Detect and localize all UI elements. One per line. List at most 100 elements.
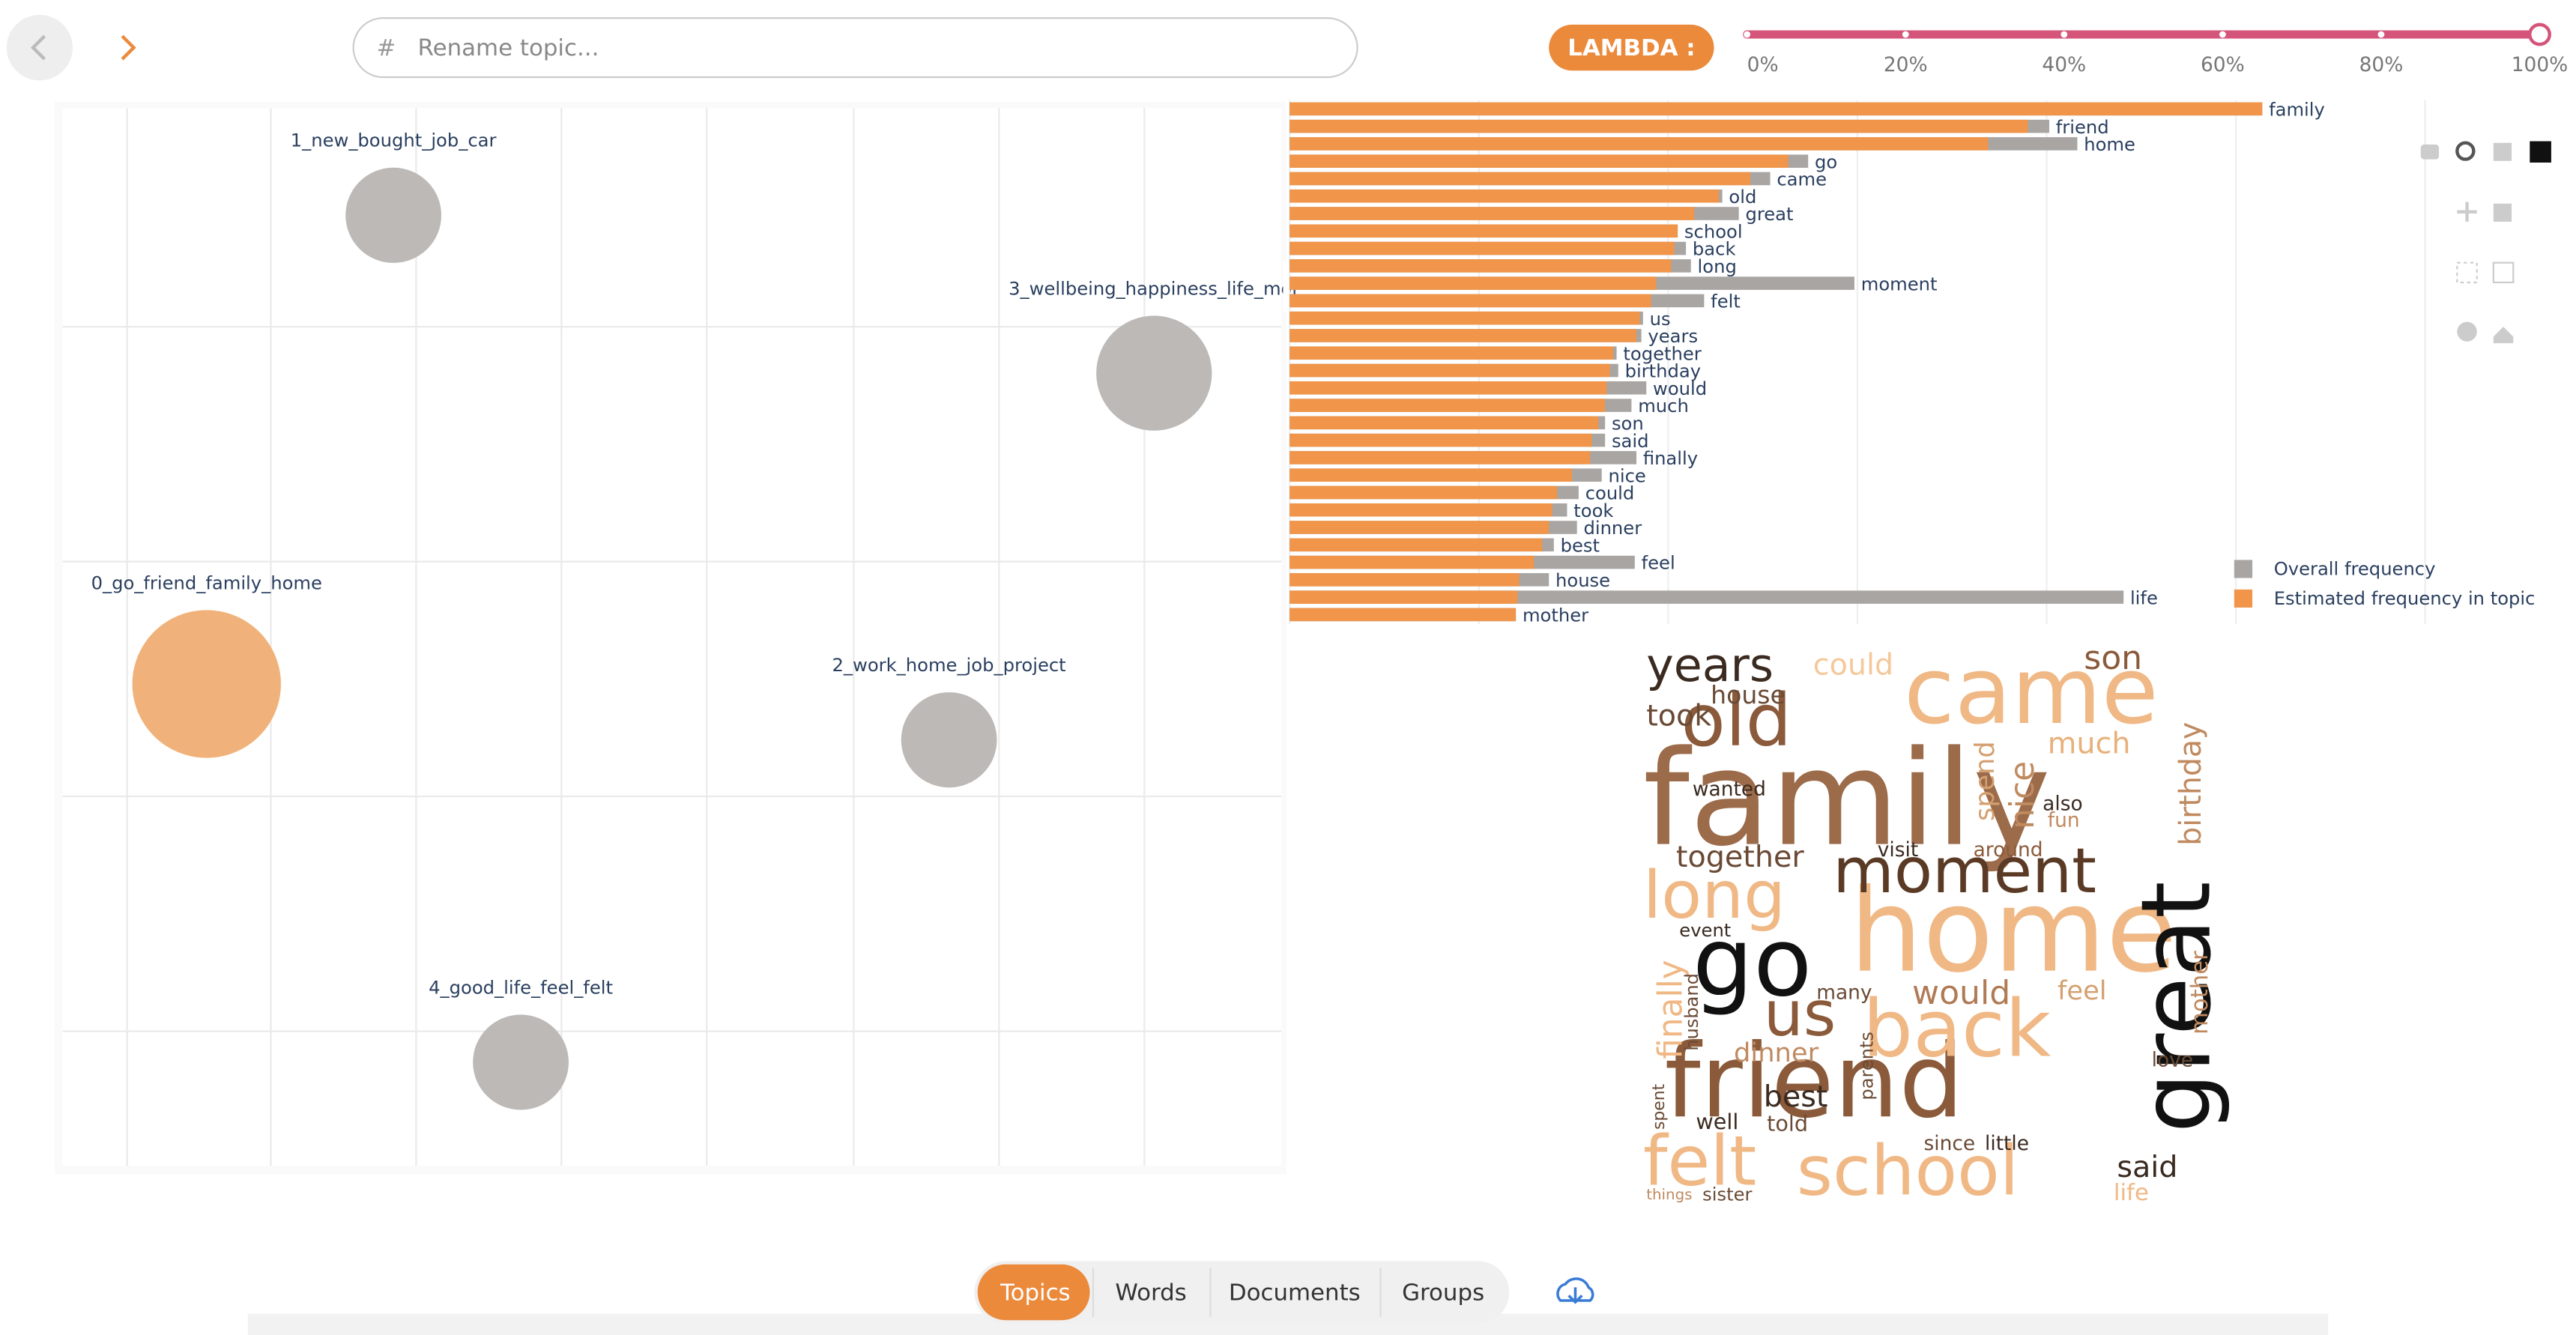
zoom-in-icon[interactable] xyxy=(2493,142,2512,161)
lambda-slider: 0% 20% 40% 60% 80% 100% xyxy=(1744,22,2569,76)
cloud-word: moment xyxy=(1833,834,2096,907)
bar xyxy=(1289,573,1520,587)
bar-label: would xyxy=(1653,378,1707,399)
cloud-word: home xyxy=(1849,865,2177,999)
cloud-word: visit xyxy=(1878,839,1918,862)
forward-button[interactable] xyxy=(121,34,136,61)
bar xyxy=(1289,521,1549,534)
cloud-word: fun xyxy=(2048,809,2080,832)
bar xyxy=(1289,102,2263,116)
camera-icon[interactable] xyxy=(2420,144,2440,160)
cloud-word: feel xyxy=(2058,975,2107,1006)
bar-label: son xyxy=(1612,414,1644,435)
topic-label: 0_go_friend_family_home xyxy=(91,572,322,593)
lambda-tick-label: 100% xyxy=(2512,54,2569,76)
bar xyxy=(1289,538,1543,552)
bar-label: moment xyxy=(1861,273,1938,294)
bar-label: old xyxy=(1729,187,1756,208)
tab[interactable]: Documents xyxy=(1229,1280,1361,1307)
cloud-word: long xyxy=(1643,856,1786,933)
topic-map-clip xyxy=(1283,262,1290,312)
cloud-word: birthday xyxy=(2174,722,2208,846)
bar-label: came xyxy=(1777,169,1827,190)
pan-icon[interactable] xyxy=(2457,202,2477,222)
hover-icon[interactable] xyxy=(2457,321,2477,342)
rename-input[interactable] xyxy=(352,17,1358,79)
download-icon[interactable] xyxy=(1556,1277,1594,1304)
cloud-word: felt xyxy=(1643,1121,1757,1202)
cloud-word: life xyxy=(2114,1179,2149,1206)
topic-map-plot xyxy=(62,108,1282,1166)
bar-label: felt xyxy=(1711,291,1741,312)
cloud-word: spent xyxy=(1650,1083,1669,1130)
cloud-word: dinner xyxy=(1734,1038,1819,1068)
cloud-word: things xyxy=(1646,1186,1692,1203)
topic-bubble[interactable] xyxy=(901,692,997,788)
zoom-out-icon[interactable] xyxy=(2493,203,2512,222)
autoscale-icon[interactable] xyxy=(2492,261,2515,284)
back-button[interactable] xyxy=(6,14,73,81)
bar xyxy=(1289,433,1592,447)
cloud-word: back xyxy=(1863,983,2051,1075)
legend-swatch[interactable] xyxy=(2234,560,2253,578)
cloud-word: go xyxy=(1693,908,1812,1019)
zoom-icon[interactable] xyxy=(2455,141,2476,161)
bar xyxy=(1289,416,1599,430)
bar-label: feel xyxy=(1642,553,1675,574)
cloud-word: best xyxy=(1764,1080,1828,1114)
plotly-logo[interactable] xyxy=(2530,141,2551,163)
bar-label: family xyxy=(2269,100,2325,121)
bar-label: said xyxy=(1612,431,1649,452)
chart-toolbar xyxy=(2420,141,2551,344)
tab[interactable]: Groups xyxy=(1402,1280,1484,1307)
bar xyxy=(1289,468,1573,482)
bar xyxy=(1289,276,1657,290)
cloud-word: mother xyxy=(2186,951,2213,1035)
bar-label: great xyxy=(1745,204,1793,225)
lambda-knob[interactable] xyxy=(2528,22,2551,46)
bar xyxy=(1289,311,1640,325)
cloud-word: could xyxy=(1813,647,1893,682)
select-icon[interactable] xyxy=(2456,261,2478,284)
cloud-word: son xyxy=(2084,639,2142,677)
cloud-word: well xyxy=(1696,1109,1738,1134)
bar-label: together xyxy=(1623,343,1701,364)
home-icon[interactable] xyxy=(2493,327,2514,344)
wordcloud-frame xyxy=(1645,644,2203,1209)
bar-label: friend xyxy=(2056,117,2109,138)
bar xyxy=(1289,241,1675,255)
bar-label: dinner xyxy=(1583,518,1642,539)
topic-bubble[interactable] xyxy=(473,1014,569,1110)
bar xyxy=(1289,137,1989,151)
bar-label: house xyxy=(1555,570,1610,591)
lambda-tick xyxy=(2219,31,2226,38)
topic-bubble[interactable] xyxy=(345,167,442,263)
topic-map: 0_go_friend_family_home 1_new_bought_job_… xyxy=(62,108,1299,1166)
cloud-word: finally xyxy=(1651,960,1690,1059)
topic-bubble[interactable] xyxy=(1096,315,1212,431)
topic-label: 1_new_bought_job_car xyxy=(291,130,497,151)
lambda-tick-label: 60% xyxy=(2201,54,2245,76)
cloud-word: came xyxy=(1904,638,2159,745)
cloud-word: took xyxy=(1646,698,1711,733)
tab[interactable]: Topics xyxy=(1000,1280,1071,1307)
cloud-word: husband xyxy=(1681,973,1702,1051)
bar-label: birthday xyxy=(1625,361,1701,382)
lambda-tick xyxy=(1902,31,1909,38)
tab[interactable]: Words xyxy=(1115,1280,1186,1307)
bar xyxy=(1289,590,1518,604)
cloud-word: love xyxy=(2152,1049,2193,1071)
lambda-label: LAMBDA : xyxy=(1567,34,1695,61)
bar xyxy=(1289,294,1651,308)
bar-label: could xyxy=(1585,483,1635,504)
cloud-word: said xyxy=(2117,1150,2177,1184)
topic-label: 2_work_home_job_project xyxy=(832,655,1066,676)
cloud-word: much xyxy=(2048,727,2131,761)
legend-swatch[interactable] xyxy=(2234,589,2253,608)
cloud-word: little xyxy=(1985,1133,2029,1155)
bar xyxy=(1289,207,1695,220)
cloud-word: sister xyxy=(1702,1184,1752,1205)
topic-bubble[interactable] xyxy=(132,610,281,758)
